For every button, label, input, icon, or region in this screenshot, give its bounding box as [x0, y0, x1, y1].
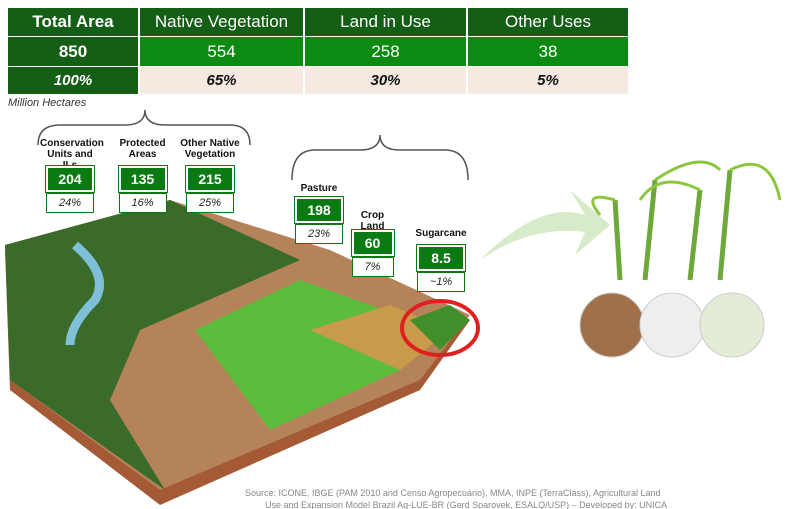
share-cell: 5% — [468, 67, 630, 94]
source: Use and Expansion Model Brazil Ag-LUE-BR… — [265, 500, 668, 509]
leaves — [591, 160, 782, 216]
box-value: 135 — [117, 165, 168, 193]
photo-sugar — [639, 292, 705, 358]
brackets — [37, 109, 469, 181]
highlight-circle — [400, 299, 480, 357]
box-value: 8.5 — [416, 244, 466, 272]
value-cell: 850 — [8, 37, 140, 66]
box-value: 60 — [350, 229, 395, 257]
photo-plastic — [699, 292, 765, 358]
box-label: Conservation Units and ILs — [40, 138, 104, 171]
box-label: Pasture — [300, 183, 338, 194]
box-share: 16% — [118, 193, 167, 213]
box-share: 23% — [295, 224, 343, 244]
header-cell: Total Area — [8, 8, 140, 36]
box-share: 24% — [46, 193, 94, 213]
box-share: ~1% — [417, 272, 465, 292]
sugarcane-field — [410, 305, 470, 350]
box-value: 215 — [185, 165, 235, 193]
box-value: 204 — [45, 165, 95, 193]
value-cell: 38 — [468, 37, 630, 66]
value-cell: 258 — [305, 37, 468, 66]
box-share: 7% — [351, 257, 394, 277]
header-cell: Native Vegetation — [140, 8, 305, 36]
forest — [5, 200, 300, 490]
share-cell: 100% — [8, 67, 140, 94]
box-value: 198 — [294, 196, 344, 224]
box-label: Crop Land — [360, 210, 385, 232]
share-cell: 30% — [305, 67, 468, 94]
unit: Million Hectares — [8, 97, 87, 109]
photo-power — [579, 292, 645, 358]
box-label: Protected Areas — [119, 138, 166, 160]
source: Source: ICONE, IBGE (PAM 2010 and Censo … — [245, 488, 661, 498]
box-label: Sugarcane — [415, 228, 467, 239]
arrow — [480, 190, 610, 260]
sugarcane — [612, 169, 733, 281]
header-cell: Land in Use — [305, 8, 468, 36]
box-label: Other Native Vegetation — [180, 138, 240, 160]
header-cell: Other Uses — [468, 8, 630, 36]
value-cell: 554 — [140, 37, 305, 66]
box-share: 25% — [186, 193, 234, 213]
share-cell: 65% — [140, 67, 305, 94]
river — [65, 241, 104, 346]
